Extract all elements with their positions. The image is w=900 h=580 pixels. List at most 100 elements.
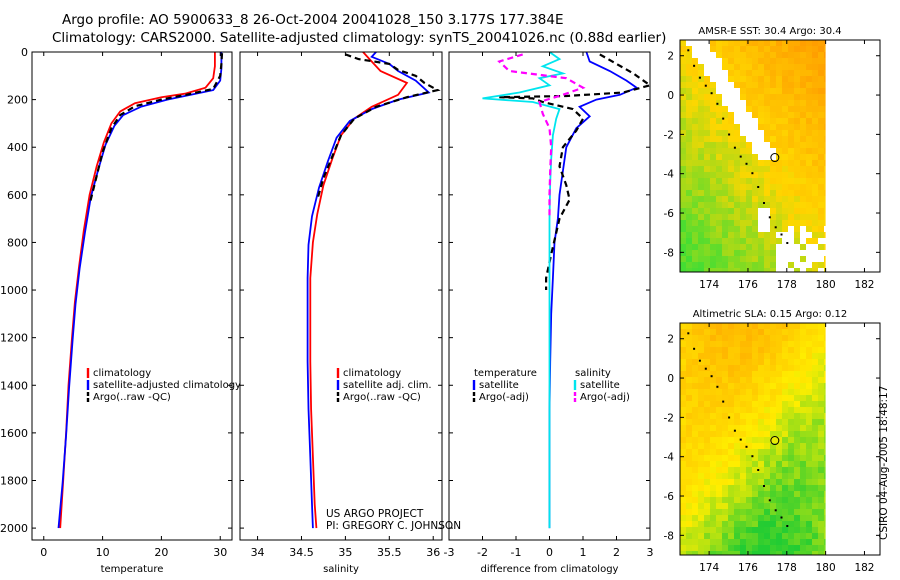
map-cell (818, 551, 824, 555)
map-cell (728, 335, 734, 341)
map-cell (788, 365, 794, 371)
map-cell (692, 491, 698, 497)
map-cell (686, 196, 692, 202)
map-cell (794, 533, 800, 539)
map-cell (692, 401, 698, 407)
map-cell (716, 112, 722, 118)
map-cell (812, 190, 818, 196)
map-cell (800, 365, 806, 371)
map-cell (782, 76, 788, 82)
map-cell (734, 106, 740, 112)
map-cell (686, 437, 692, 443)
map-cell (746, 148, 752, 154)
map-cell (812, 256, 818, 262)
map-cell (752, 106, 758, 112)
map-cell (704, 335, 710, 341)
map-cell (782, 136, 788, 142)
map-cell (680, 76, 686, 82)
map-cell (800, 268, 806, 272)
map-cell (782, 521, 788, 527)
map-cell (806, 353, 812, 359)
map-cell (758, 268, 764, 272)
map-cell (698, 401, 704, 407)
map-cell (680, 94, 686, 100)
map-cell (728, 353, 734, 359)
map-cell (776, 353, 782, 359)
map-cell (800, 389, 806, 395)
map-cell (752, 323, 758, 329)
map-cell (788, 413, 794, 419)
map-cell (692, 347, 698, 353)
map-cell (680, 449, 686, 455)
map-cell (770, 208, 776, 214)
map-cell (686, 377, 692, 383)
map-cell (776, 250, 782, 256)
map-cell (818, 130, 824, 136)
map-cell (680, 377, 686, 383)
map-cell (740, 425, 746, 431)
legend-label-difference-5: Argo(-adj) (580, 392, 630, 403)
map-cell (782, 196, 788, 202)
map-cell (716, 196, 722, 202)
map-cell (776, 401, 782, 407)
map-cell (812, 94, 818, 100)
map-cell (824, 40, 826, 46)
map-cell (788, 533, 794, 539)
map-cell (824, 262, 826, 268)
coast-speck (728, 133, 731, 136)
map-cell (704, 371, 710, 377)
map-cell (692, 509, 698, 515)
map-cell (692, 52, 698, 58)
series-line-temperature-0 (59, 52, 216, 529)
map-cell (728, 94, 734, 100)
map-cell (818, 377, 824, 383)
map-cell (734, 515, 740, 521)
map-cell (776, 208, 782, 214)
map-cell (782, 371, 788, 377)
map-cell (722, 52, 728, 58)
series-line-difference-1 (499, 53, 653, 290)
map-cell (776, 419, 782, 425)
map-cell (716, 431, 722, 437)
map-cell (794, 485, 800, 491)
map-cell (794, 52, 800, 58)
map-cell (788, 437, 794, 443)
map-cell (764, 407, 770, 413)
map-cell (800, 455, 806, 461)
map-cell (764, 142, 770, 148)
map-cell (740, 58, 746, 64)
map-cell (686, 407, 692, 413)
map-cell (758, 443, 764, 449)
map-cell (812, 533, 818, 539)
map-cell (728, 383, 734, 389)
map-cell (764, 509, 770, 515)
map-cell (704, 443, 710, 449)
map-cell (782, 154, 788, 160)
map-cell (734, 256, 740, 262)
map-cell (812, 341, 818, 347)
map-cell (740, 106, 746, 112)
map-cell (818, 52, 824, 58)
map-cell (776, 365, 782, 371)
map-cell (818, 353, 824, 359)
map-y-tick-label-sst-map-1: -6 (664, 208, 675, 220)
map-cell (758, 100, 764, 106)
map-cell (746, 509, 752, 515)
map-cell (752, 124, 758, 130)
x-axis-label-temperature: temperature (101, 564, 164, 575)
map-cell (782, 461, 788, 467)
map-cell (704, 425, 710, 431)
map-cell (800, 214, 806, 220)
map-cell (794, 455, 800, 461)
map-cell (812, 377, 818, 383)
map-cell (770, 443, 776, 449)
map-cell (710, 455, 716, 461)
map-cell (722, 383, 728, 389)
coast-speck (751, 455, 754, 458)
series-line-salinity-2 (316, 53, 441, 200)
map-cell (680, 545, 686, 551)
map-cell (686, 383, 692, 389)
map-cell (710, 172, 716, 178)
map-cell (770, 485, 776, 491)
map-cell (752, 196, 758, 202)
